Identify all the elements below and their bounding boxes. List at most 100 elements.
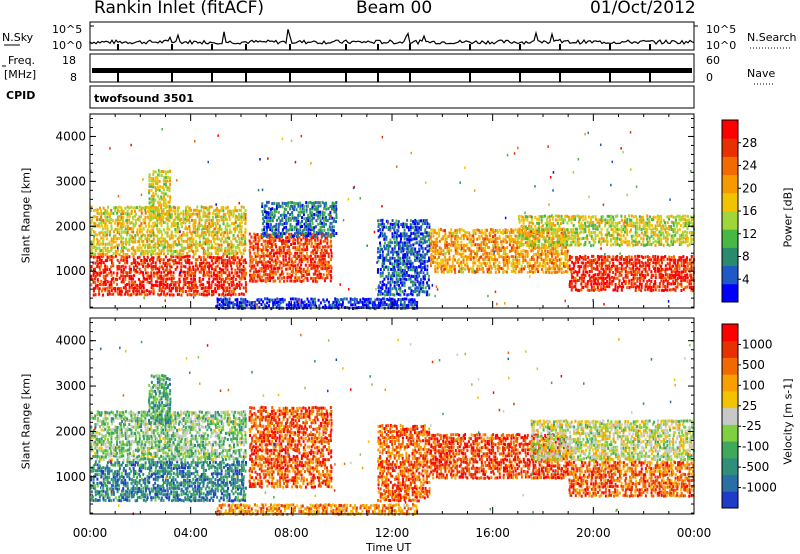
echo-cell bbox=[510, 230, 513, 234]
echo-cell bbox=[448, 242, 451, 246]
echo-cell bbox=[220, 239, 222, 243]
echo-cell bbox=[275, 225, 278, 229]
echo-cell bbox=[399, 278, 402, 281]
echo-cell bbox=[158, 255, 161, 259]
echo-cell bbox=[686, 231, 689, 235]
echo-cell bbox=[156, 246, 159, 250]
echo-cell bbox=[628, 218, 631, 222]
echo-cell bbox=[331, 201, 334, 205]
echo-cell bbox=[93, 208, 95, 212]
echo-cell bbox=[420, 240, 423, 244]
echo-cell bbox=[690, 218, 693, 221]
echo-cell bbox=[128, 240, 131, 244]
echo-cell bbox=[226, 276, 229, 280]
echo-cell bbox=[116, 237, 119, 241]
echo-cell bbox=[656, 233, 659, 237]
echo-cell bbox=[403, 259, 406, 263]
echo-cell bbox=[592, 261, 595, 265]
echo-cell bbox=[536, 261, 539, 265]
echo-cell bbox=[460, 263, 463, 267]
echo-cell bbox=[176, 261, 179, 265]
echo-cell bbox=[264, 269, 267, 273]
echo-cell bbox=[254, 242, 257, 246]
echo-cell bbox=[166, 242, 169, 246]
echo-cell bbox=[396, 283, 399, 287]
echo-cell bbox=[304, 239, 307, 243]
echo-cell bbox=[488, 251, 491, 255]
echo-cell bbox=[150, 200, 153, 204]
echo-cell bbox=[551, 261, 553, 265]
echo-cell bbox=[630, 282, 633, 285]
echo-cell bbox=[220, 268, 223, 272]
echo-cell bbox=[170, 252, 173, 256]
echo-cell bbox=[600, 276, 603, 280]
echo-cell bbox=[234, 224, 237, 228]
echo-cell bbox=[186, 240, 189, 244]
echo-cell bbox=[530, 228, 533, 232]
echo-cell bbox=[628, 243, 631, 247]
echo-cell bbox=[266, 219, 269, 223]
echo-cell bbox=[600, 242, 602, 246]
echo-cell bbox=[192, 274, 195, 278]
echo-cell bbox=[160, 283, 163, 286]
echo-cell bbox=[426, 290, 429, 294]
echo-cell bbox=[314, 225, 317, 229]
echo-cell bbox=[212, 277, 215, 281]
echo-cell bbox=[417, 231, 420, 234]
echo-cell bbox=[516, 250, 519, 254]
echo-cell bbox=[448, 249, 451, 253]
echo-cell bbox=[293, 201, 295, 205]
echo-cell bbox=[317, 214, 319, 218]
echo-cell bbox=[450, 243, 452, 247]
echo-cell bbox=[504, 231, 507, 234]
echo-cell bbox=[156, 179, 159, 183]
echo-cell bbox=[626, 270, 629, 274]
echo-cell bbox=[96, 256, 99, 259]
echo-cell bbox=[626, 264, 629, 268]
echo-cell bbox=[420, 278, 422, 282]
echo-cell bbox=[132, 240, 135, 244]
echo-cell bbox=[196, 249, 199, 252]
echo-cell bbox=[262, 239, 265, 243]
echo-cell bbox=[212, 211, 215, 215]
echo-cell bbox=[224, 249, 227, 253]
echo-cell bbox=[680, 236, 683, 240]
echo-cell bbox=[588, 215, 590, 219]
echo-cell bbox=[156, 252, 159, 256]
echo-cell bbox=[490, 266, 493, 270]
echo-cell bbox=[200, 218, 203, 222]
echo-cell bbox=[126, 209, 129, 213]
echo-cell bbox=[624, 282, 627, 286]
echo-cell bbox=[322, 261, 325, 265]
echo-cell bbox=[682, 221, 685, 225]
echo-cell bbox=[120, 243, 123, 247]
echo-cell bbox=[236, 271, 239, 275]
echo-cell bbox=[316, 254, 319, 258]
echo-cell bbox=[262, 254, 265, 258]
echo-cell bbox=[300, 210, 303, 214]
echo-cell bbox=[206, 252, 209, 256]
echo-cell bbox=[152, 267, 155, 271]
echo-cell bbox=[572, 275, 575, 279]
echo-cell bbox=[122, 271, 125, 274]
echo-cell bbox=[160, 258, 163, 262]
echo-cell bbox=[411, 268, 414, 272]
echo-cell bbox=[662, 234, 665, 238]
echo-cell bbox=[162, 243, 165, 247]
echo-cell bbox=[232, 274, 235, 278]
echo-cell bbox=[305, 217, 308, 221]
echo-cell bbox=[222, 264, 225, 268]
echo-cell bbox=[379, 250, 381, 254]
echo-cell bbox=[142, 264, 145, 268]
echo-cell bbox=[198, 218, 201, 222]
echo-cell bbox=[277, 231, 280, 234]
echo-cell bbox=[403, 241, 406, 245]
echo-cell bbox=[514, 228, 517, 232]
echo-cell bbox=[151, 256, 153, 260]
echo-cell bbox=[414, 270, 417, 274]
echo-cell bbox=[298, 276, 301, 280]
echo-cell bbox=[558, 227, 561, 231]
echo-cell bbox=[534, 236, 537, 240]
echo-cell bbox=[413, 237, 416, 241]
echo-cell bbox=[672, 230, 675, 234]
